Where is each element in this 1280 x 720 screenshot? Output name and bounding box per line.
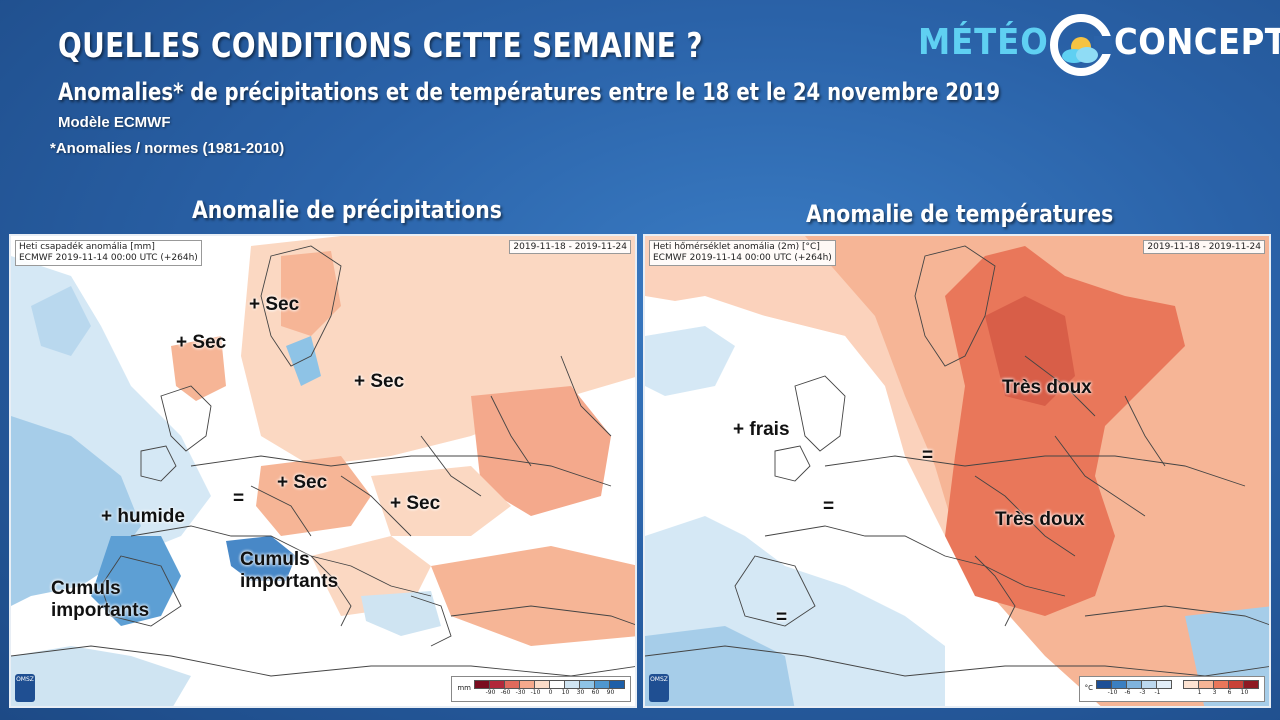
label-tres-doux-north: Très doux xyxy=(1002,377,1092,398)
precip-legend-swatch xyxy=(579,680,595,689)
precip-date-range: 2019-11-18 - 2019-11-24 xyxy=(509,240,631,254)
temp-legend-warm-tick: 6 xyxy=(1227,689,1232,696)
precip-legend-tick: -90 xyxy=(485,689,496,696)
temp-legend-warm-swatch xyxy=(1198,680,1214,689)
temp-legend-cold-tick: -3 xyxy=(1139,689,1146,696)
label-sec-scotland: + Sec xyxy=(176,332,227,353)
label-sec-scandinavia: + Sec xyxy=(249,294,300,315)
temp-map-graphic xyxy=(645,236,1269,706)
label-frais: + frais xyxy=(733,419,790,440)
temp-legend-unit: °C xyxy=(1084,684,1093,692)
label-equal-france: = xyxy=(823,496,835,517)
label-equal-france: = xyxy=(233,488,245,509)
precip-legend-tick: 60 xyxy=(591,689,600,696)
precip-legend-swatch xyxy=(564,680,580,689)
precip-legend-swatch xyxy=(504,680,520,689)
precip-legend: mm -90 -60 -30 -10 0 10 30 60 90 xyxy=(451,676,631,702)
precip-legend-unit: mm xyxy=(457,684,471,692)
temp-legend-warm-tick: 10 xyxy=(1240,689,1249,696)
precip-legend-swatch xyxy=(609,680,625,689)
temp-legend-ticks-cold: -10 -6 -3 -1 xyxy=(1105,689,1172,696)
temp-legend: °C -10 -6 -3 -1 1 3 6 10 xyxy=(1078,676,1265,702)
precip-legend-tick: -30 xyxy=(515,689,526,696)
temp-map-header: Heti hőmérséklet anomália (2m) [°C] ECMW… xyxy=(649,240,836,266)
label-humide: + humide xyxy=(101,506,185,527)
logo-concept-text: CONCEPT xyxy=(1114,22,1280,63)
meteo-concept-logo: MÉTÉO CONCEPT xyxy=(918,14,1280,78)
precip-legend-swatch xyxy=(534,680,550,689)
label-equal-iberia: = xyxy=(776,607,788,628)
temp-panel-title: Anomalie de températures xyxy=(806,200,1114,228)
temp-legend-cold-tick: -10 xyxy=(1107,689,1118,696)
page-title: QUELLES CONDITIONS CETTE SEMAINE ? xyxy=(58,26,703,66)
precip-panel-title: Anomalie de précipitations xyxy=(192,196,502,224)
temp-legend-cold-swatch xyxy=(1096,680,1112,689)
precip-legend-tick: -10 xyxy=(530,689,541,696)
norms-label: *Anomalies / normes (1981-2010) xyxy=(50,140,285,157)
precip-legend-swatch xyxy=(549,680,565,689)
temp-anomaly-map: Heti hőmérséklet anomália (2m) [°C] ECMW… xyxy=(643,234,1271,708)
temp-legend-cold-swatch xyxy=(1156,680,1172,689)
temp-date-range: 2019-11-18 - 2019-11-24 xyxy=(1143,240,1265,254)
label-cumuls-italy: Cumuls importants xyxy=(240,549,339,592)
omsz-logo: OMSZ xyxy=(15,674,35,702)
temp-legend-warm-swatch xyxy=(1228,680,1244,689)
page-subtitle: Anomalies* de précipitations et de tempé… xyxy=(58,78,1001,106)
omsz-logo: OMSZ xyxy=(649,674,669,702)
sun-cloud-icon xyxy=(1050,14,1112,76)
label-sec-alps: + Sec xyxy=(277,472,328,493)
precip-legend-swatches xyxy=(474,680,625,689)
precip-map-graphic xyxy=(11,236,635,706)
temp-legend-cold-swatch xyxy=(1111,680,1127,689)
label-cumuls-iberia: Cumuls importants xyxy=(51,578,150,621)
logo-meteo-text: MÉTÉO xyxy=(918,22,1049,63)
label-equal-germany: = xyxy=(922,445,934,466)
label-sec-baltic: + Sec xyxy=(354,371,405,392)
precip-legend-tick: 30 xyxy=(576,689,585,696)
precip-map-header: Heti csapadék anomália [mm] ECMWF 2019-1… xyxy=(15,240,202,266)
label-tres-doux-south: Très doux xyxy=(995,509,1085,530)
precip-legend-tick: 0 xyxy=(548,689,553,696)
precip-legend-tick: 90 xyxy=(606,689,615,696)
model-label: Modèle ECMWF xyxy=(58,114,171,131)
temp-legend-warm-swatch xyxy=(1213,680,1229,689)
precip-anomaly-map: Heti csapadék anomália [mm] ECMWF 2019-1… xyxy=(9,234,637,708)
precip-legend-swatch xyxy=(594,680,610,689)
temp-legend-cold-tick: -1 xyxy=(1154,689,1161,696)
precip-legend-swatch xyxy=(474,680,490,689)
precip-legend-tick: 10 xyxy=(561,689,570,696)
temp-legend-warm-swatch xyxy=(1183,680,1199,689)
precip-legend-tick: -60 xyxy=(500,689,511,696)
precip-legend-swatch xyxy=(519,680,535,689)
precip-legend-ticks: -90 -60 -30 -10 0 10 30 60 90 xyxy=(483,689,625,696)
label-sec-central: + Sec xyxy=(390,493,441,514)
temp-legend-warm-swatch xyxy=(1243,680,1259,689)
temp-legend-swatches-cold xyxy=(1096,680,1172,689)
precip-legend-swatch xyxy=(489,680,505,689)
temp-legend-cold-swatch xyxy=(1141,680,1157,689)
temp-legend-swatches-warm xyxy=(1183,680,1259,689)
temp-legend-warm-tick: 1 xyxy=(1197,689,1202,696)
temp-legend-cold-tick: -6 xyxy=(1124,689,1131,696)
temp-legend-warm-tick: 3 xyxy=(1212,689,1217,696)
temp-legend-ticks-warm: 1 3 6 10 xyxy=(1192,689,1259,696)
temp-legend-cold-swatch xyxy=(1126,680,1142,689)
